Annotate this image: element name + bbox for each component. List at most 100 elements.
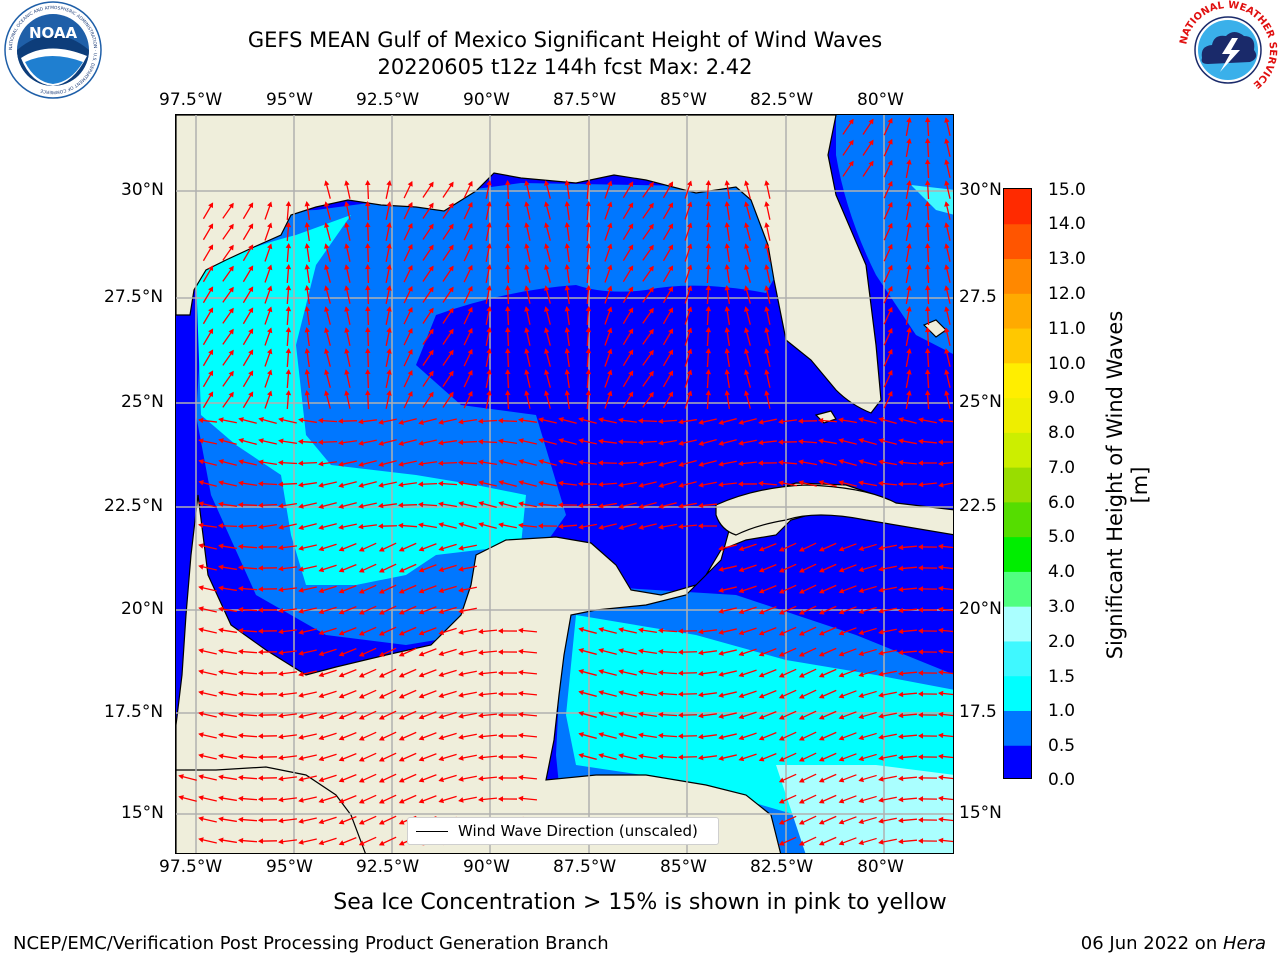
wave-arrow-head bbox=[524, 201, 530, 207]
wave-arrow-head bbox=[237, 732, 244, 739]
wave-arrow-head bbox=[686, 285, 693, 292]
wave-arrow-head bbox=[278, 438, 284, 444]
wave-arrow-head bbox=[218, 795, 224, 801]
wave-arrow-head bbox=[467, 201, 473, 208]
lon-label: 80°W bbox=[857, 90, 904, 110]
wave-arrow-head bbox=[758, 588, 765, 594]
wave-arrow-head bbox=[238, 459, 244, 465]
wave-arrow-head bbox=[237, 648, 244, 655]
wave-arrow-head bbox=[678, 461, 684, 467]
wave-arrow-head bbox=[657, 753, 664, 760]
wave-arrow-head bbox=[358, 672, 365, 678]
wave-arrow-head bbox=[564, 369, 571, 375]
wave-arrow-head bbox=[505, 200, 511, 207]
wave-arrow-head bbox=[298, 524, 304, 530]
wave-arrow-head bbox=[278, 417, 284, 423]
wave-arrow-head bbox=[798, 459, 804, 465]
wave-arrow-head bbox=[318, 460, 324, 467]
wave-arrow-head bbox=[878, 608, 884, 614]
wave-arrow-head bbox=[737, 481, 744, 487]
wave-arrow-head bbox=[438, 566, 445, 573]
wave-arrow-head bbox=[518, 711, 524, 718]
wave-arrow-head bbox=[318, 671, 325, 678]
wave-arrow-head bbox=[257, 628, 264, 634]
wave-arrow-head bbox=[218, 501, 224, 508]
wave-arrow-head bbox=[637, 439, 644, 446]
wave-arrow-head bbox=[258, 417, 264, 423]
wave-arrow-head bbox=[777, 459, 784, 466]
wave-arrow-head bbox=[705, 200, 712, 207]
wave-arrow-head bbox=[418, 630, 425, 636]
wave-arrow-head bbox=[338, 439, 344, 446]
wave-arrow-head bbox=[438, 776, 445, 783]
wave-arrow-head bbox=[798, 546, 805, 552]
wave-arrow-head bbox=[458, 419, 464, 425]
wave-arrow-head bbox=[724, 306, 730, 312]
wave-arrow-head bbox=[858, 566, 865, 573]
wave-arrow-head bbox=[248, 202, 254, 209]
wave-arrow-head bbox=[217, 523, 224, 529]
wave-arrow-head bbox=[938, 585, 944, 592]
wave-arrow-head bbox=[924, 326, 931, 333]
wave-arrow-head bbox=[858, 776, 865, 783]
wave-arrow-head bbox=[344, 264, 350, 270]
wave-arrow-head bbox=[705, 242, 712, 249]
wave-arrow-head bbox=[538, 480, 544, 486]
wave-arrow-head bbox=[208, 244, 214, 251]
wave-arrow-head bbox=[418, 588, 425, 594]
wave-arrow-head bbox=[607, 243, 613, 250]
wave-arrow-head bbox=[878, 671, 884, 677]
wave-arrow-head bbox=[237, 753, 244, 760]
wave-arrow-head bbox=[938, 690, 944, 697]
wave-arrow-head bbox=[878, 629, 884, 635]
wave-arrow-head bbox=[278, 628, 284, 635]
wave-arrow-head bbox=[798, 840, 805, 846]
wave-arrow-head bbox=[407, 285, 413, 292]
wave-arrow-head bbox=[257, 691, 264, 697]
wave-arrow-head bbox=[418, 735, 425, 741]
wave-arrow-head bbox=[298, 650, 304, 656]
wave-arrow-head bbox=[686, 243, 693, 250]
wave-arrow-head bbox=[618, 711, 624, 717]
colorbar-gradient bbox=[1004, 189, 1031, 778]
wave-arrow-head bbox=[428, 370, 434, 377]
wave-arrow-head bbox=[607, 285, 613, 292]
wave-arrow-head bbox=[365, 368, 371, 375]
wave-arrow-head bbox=[578, 417, 584, 423]
wave-arrow-head bbox=[764, 222, 770, 228]
wave-arrow-head bbox=[638, 461, 644, 467]
wave-arrow-head bbox=[686, 327, 693, 334]
wave-arrow-head bbox=[938, 460, 944, 467]
wave-arrow-head bbox=[778, 735, 785, 741]
wave-arrow-head bbox=[858, 713, 865, 720]
wave-arrow-head bbox=[237, 795, 244, 802]
wave-arrow-head bbox=[917, 544, 924, 550]
wave-arrow-head bbox=[618, 669, 624, 675]
wave-arrow-head bbox=[887, 348, 893, 355]
wave-arrow-head bbox=[838, 588, 845, 594]
wave-arrow-head bbox=[917, 586, 924, 592]
wave-arrow-head bbox=[278, 649, 284, 656]
wave-arrow-head bbox=[478, 796, 484, 803]
wave-arrow-head bbox=[248, 244, 254, 251]
wave-arrow-head bbox=[457, 439, 464, 445]
wave-arrow-head bbox=[598, 627, 604, 633]
wave-arrow-head bbox=[578, 753, 584, 759]
wave-arrow-head bbox=[887, 306, 893, 313]
wave-arrow-head bbox=[938, 795, 944, 802]
wave-arrow-head bbox=[758, 480, 764, 487]
wave-arrow-head bbox=[358, 777, 365, 783]
wave-arrow-head bbox=[228, 286, 234, 293]
wave-arrow-head bbox=[358, 630, 365, 636]
wave-arrow-head bbox=[198, 795, 204, 801]
wave-arrow-head bbox=[718, 481, 724, 488]
lon-label: 85°W bbox=[660, 90, 707, 110]
wave-arrow-head bbox=[178, 795, 184, 801]
wave-arrow-head bbox=[924, 305, 931, 312]
wave-arrow-head bbox=[486, 369, 492, 375]
wave-arrow-head bbox=[698, 670, 704, 677]
wave-arrow-head bbox=[257, 754, 264, 760]
wave-arrow-head bbox=[758, 693, 765, 699]
wave-arrow-head bbox=[898, 796, 904, 803]
wave-arrow-head bbox=[686, 222, 693, 229]
